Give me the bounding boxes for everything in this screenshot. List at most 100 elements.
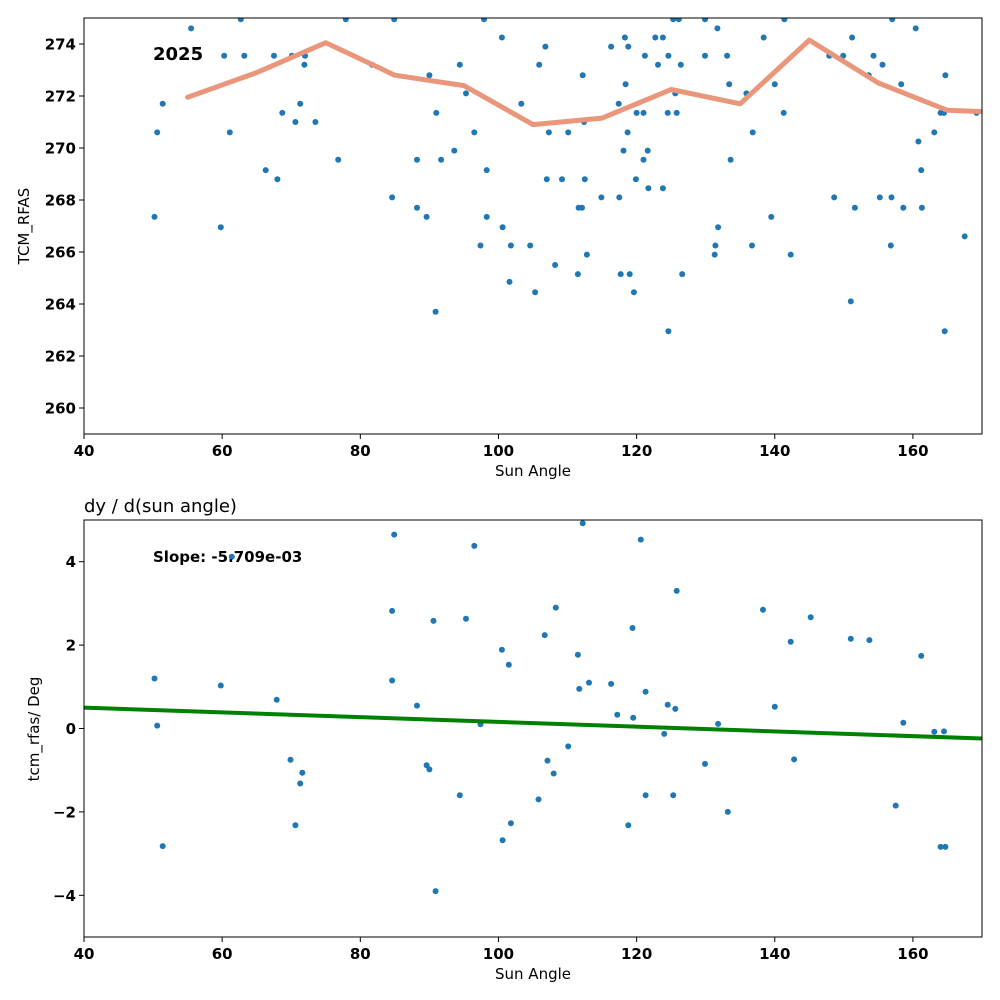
data-point [670, 792, 677, 799]
data-point [505, 661, 512, 668]
bottom-axes-frame [83, 519, 983, 938]
bottom-plot-area [84, 520, 982, 895]
x-tick-label: 60 [212, 945, 233, 963]
data-point [679, 271, 686, 278]
data-point [642, 688, 649, 695]
trend-line [185, 37, 982, 128]
data-point [477, 242, 484, 249]
data-point [565, 743, 572, 750]
data-point [579, 520, 586, 527]
data-point [633, 109, 640, 116]
top-x-axis-label: Sun Angle [495, 462, 571, 480]
data-point [791, 756, 798, 763]
data-point [574, 271, 581, 278]
data-point [675, 18, 682, 23]
data-point [507, 820, 514, 827]
data-point [579, 72, 586, 79]
data-point [630, 714, 637, 721]
x-tick-label: 160 [897, 442, 928, 460]
data-point [559, 176, 565, 183]
y-tick-label: 0 [66, 720, 76, 738]
data-point [749, 129, 756, 136]
x-tick-label: 40 [74, 442, 95, 460]
data-point [432, 308, 439, 315]
data-point [673, 587, 680, 594]
data-point [644, 147, 651, 154]
data-point [712, 242, 719, 249]
data-point [724, 808, 731, 815]
data-point [616, 194, 623, 201]
data-point [159, 843, 166, 850]
data-point [781, 18, 788, 23]
data-point [630, 289, 637, 296]
data-point [483, 167, 490, 174]
data-point [297, 780, 304, 787]
data-point [565, 129, 572, 136]
data-point [481, 18, 487, 23]
data-point [499, 837, 506, 844]
top-plot-area [151, 18, 982, 335]
data-point [576, 685, 583, 692]
data-point [625, 822, 632, 829]
data-point [536, 61, 543, 68]
data-point [151, 213, 158, 220]
data-point [159, 100, 166, 107]
data-point [456, 61, 463, 68]
y-tick-label: −2 [53, 803, 76, 821]
data-point [518, 100, 525, 107]
data-point [507, 242, 514, 249]
data-point [552, 604, 559, 611]
data-point [941, 328, 948, 335]
data-point [414, 156, 420, 163]
data-point [527, 242, 534, 249]
data-point [545, 129, 552, 136]
data-point [665, 328, 672, 335]
data-point [711, 251, 718, 258]
data-point [273, 696, 280, 703]
data-point [617, 271, 624, 278]
data-point [426, 72, 433, 79]
data-point [541, 632, 548, 639]
data-point [771, 703, 778, 710]
data-point [279, 109, 286, 116]
data-point [581, 176, 588, 183]
data-point [915, 138, 922, 145]
data-point [645, 185, 652, 192]
data-point [702, 760, 708, 767]
data-point [335, 156, 342, 163]
data-point [389, 194, 396, 201]
data-point [664, 701, 671, 708]
data-point [241, 52, 248, 59]
data-point [217, 682, 224, 689]
y-tick-label: 266 [45, 244, 76, 262]
y-tick-label: 262 [45, 348, 76, 366]
data-point [430, 617, 437, 624]
fit-line [84, 705, 982, 741]
data-point [655, 61, 661, 68]
data-point [887, 242, 894, 249]
data-point [659, 185, 666, 192]
data-point [624, 129, 631, 136]
data-point [499, 224, 506, 231]
data-point [876, 194, 883, 201]
top-chart: 40 60 80 100 120 140 160 260 262 264 266 268 270 272… [15, 17, 983, 480]
data-point [942, 72, 949, 79]
data-point [724, 52, 731, 59]
data-point [154, 129, 161, 136]
data-point [670, 18, 677, 23]
bottom-y-ticks: −4 −2 0 2 4 [53, 553, 84, 905]
data-point [672, 705, 679, 712]
data-point [640, 156, 647, 163]
data-point [931, 728, 938, 735]
data-point [262, 167, 269, 174]
y-tick-label: 272 [45, 88, 76, 106]
data-point [715, 720, 722, 727]
data-point [625, 43, 632, 50]
data-point [831, 194, 838, 201]
data-point [912, 25, 919, 32]
data-point [151, 675, 158, 682]
data-point [154, 722, 161, 729]
data-point [471, 129, 478, 136]
data-point [301, 61, 308, 68]
data-point [879, 61, 886, 68]
